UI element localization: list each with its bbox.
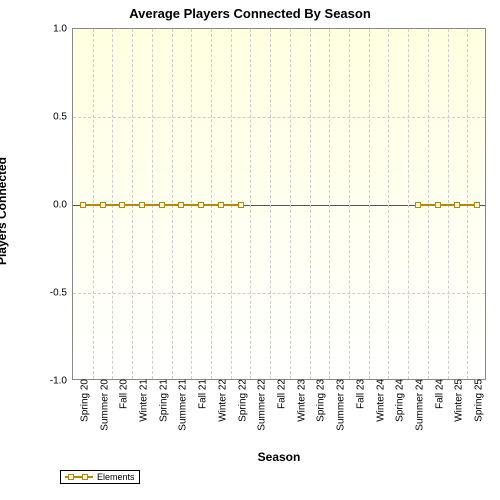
series-marker: [100, 202, 106, 208]
series-marker: [238, 202, 244, 208]
legend: Elements: [60, 470, 140, 484]
chart-container: Average Players Connected By Season -1.0…: [0, 0, 500, 500]
series-marker: [119, 202, 125, 208]
x-tick-label: Winter 21: [135, 379, 150, 422]
x-tick-label: Winter 22: [213, 379, 228, 422]
x-tick-label: Fall 23: [351, 379, 366, 409]
series-marker: [178, 202, 184, 208]
x-tick-label: Fall 21: [194, 379, 209, 409]
series-marker: [474, 202, 480, 208]
x-tick-label: Winter 24: [371, 379, 386, 422]
chart-title: Average Players Connected By Season: [0, 6, 500, 21]
grid-line-v: [329, 29, 330, 379]
grid-line-v: [290, 29, 291, 379]
plot-area: -1.0-0.50.00.51.0Spring 20Summer 20Fall …: [72, 28, 486, 380]
x-tick-label: Spring 25: [470, 379, 485, 422]
y-tick-label: -0.5: [50, 288, 73, 299]
legend-marker-icon: [68, 474, 74, 480]
series-marker: [454, 202, 460, 208]
y-tick-label: 0.5: [53, 112, 73, 123]
x-tick-label: Fall 22: [273, 379, 288, 409]
grid-line-v: [270, 29, 271, 379]
x-tick-label: Spring 20: [75, 379, 90, 422]
series-marker: [80, 202, 86, 208]
x-tick-label: Fall 24: [430, 379, 445, 409]
series-marker: [415, 202, 421, 208]
x-tick-label: Fall 20: [115, 379, 130, 409]
x-tick-label: Spring 24: [391, 379, 406, 422]
series-marker: [139, 202, 145, 208]
legend-swatch: [65, 472, 93, 482]
y-tick-label: -1.0: [50, 376, 73, 387]
grid-line-v: [250, 29, 251, 379]
x-tick-label: Spring 22: [233, 379, 248, 422]
grid-line-h: [73, 117, 485, 118]
x-tick-label: Summer 23: [332, 379, 347, 431]
x-axis-label: Season: [72, 450, 486, 464]
x-tick-label: Summer 20: [95, 379, 110, 431]
series-marker: [198, 202, 204, 208]
x-tick-label: Winter 23: [292, 379, 307, 422]
y-tick-label: 1.0: [53, 24, 73, 35]
y-axis-label: Players Connected: [0, 131, 9, 291]
grid-line-v: [408, 29, 409, 379]
x-tick-label: Spring 21: [154, 379, 169, 422]
x-tick-label: Summer 21: [174, 379, 189, 431]
series-marker: [435, 202, 441, 208]
legend-marker-icon: [82, 474, 88, 480]
series-marker: [218, 202, 224, 208]
y-tick-label: 0.0: [53, 200, 73, 211]
grid-line-v: [349, 29, 350, 379]
legend-label: Elements: [97, 472, 135, 482]
x-tick-label: Summer 22: [253, 379, 268, 431]
x-tick-label: Summer 24: [411, 379, 426, 431]
grid-line-h: [73, 293, 485, 294]
series-marker: [159, 202, 165, 208]
grid-line-v: [388, 29, 389, 379]
x-tick-label: Winter 25: [450, 379, 465, 422]
x-tick-label: Spring 23: [312, 379, 327, 422]
grid-line-v: [310, 29, 311, 379]
grid-line-v: [369, 29, 370, 379]
